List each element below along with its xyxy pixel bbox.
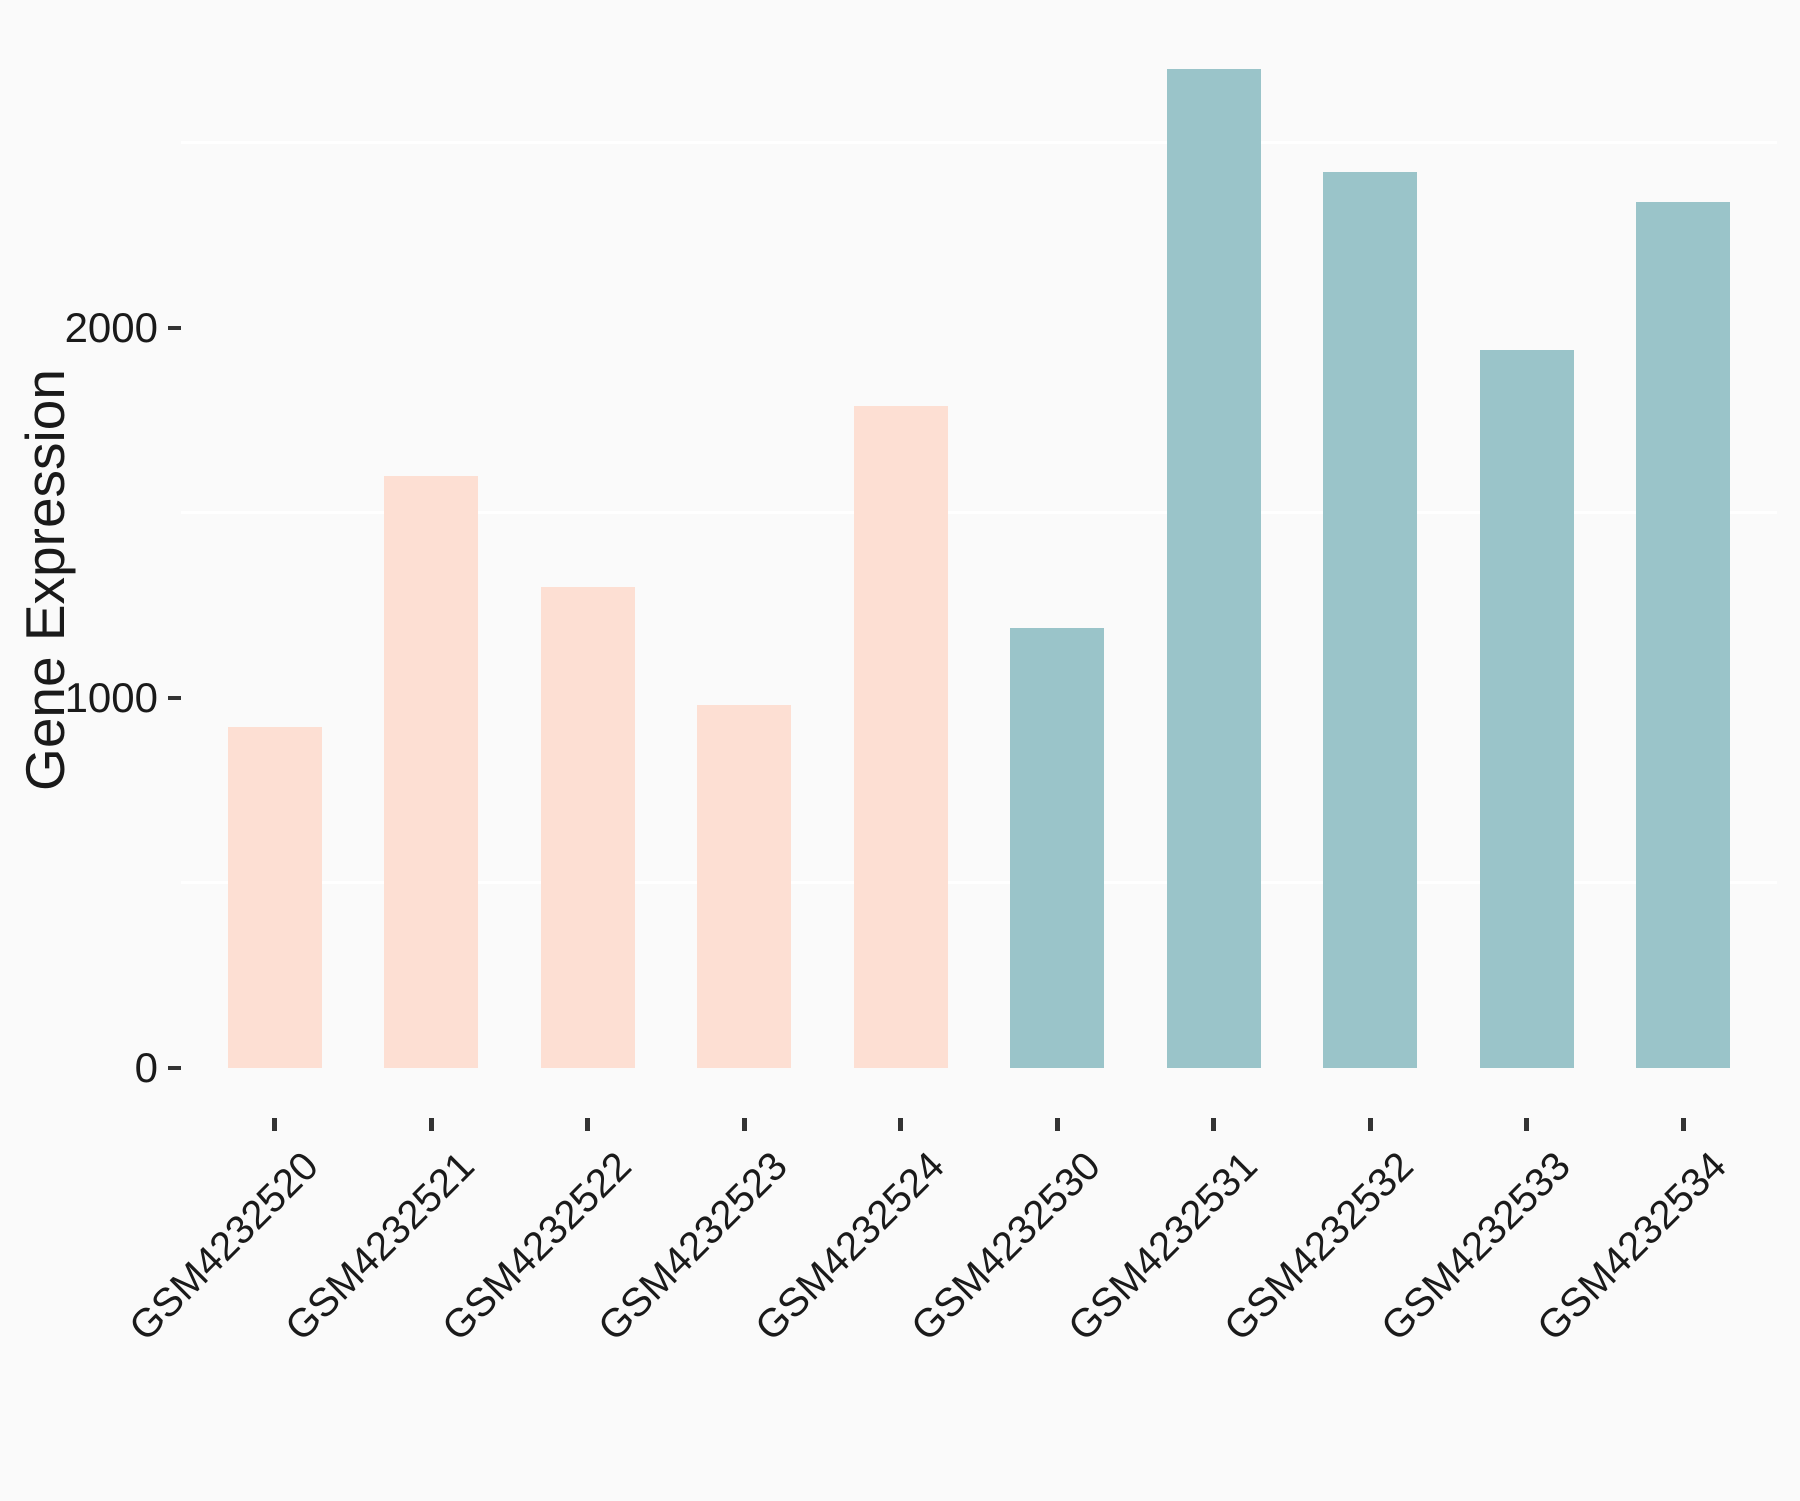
x-tick-mark [1680, 1118, 1686, 1131]
bar-GSM4232522 [540, 586, 635, 1068]
x-tick-mark [272, 1118, 278, 1131]
bar-GSM4232520 [227, 727, 322, 1068]
x-tick-mark [1211, 1118, 1217, 1131]
x-tick-mark [428, 1118, 434, 1131]
x-tick-mark [1524, 1118, 1530, 1131]
bar-GSM4232532 [1323, 172, 1418, 1068]
x-tick-mark [741, 1118, 747, 1131]
bar-GSM4232533 [1479, 350, 1574, 1068]
x-tick-mark [1054, 1118, 1060, 1131]
bar-GSM4232531 [1166, 68, 1261, 1068]
minor-gridline [181, 141, 1777, 145]
bar-GSM4232534 [1636, 202, 1731, 1068]
plot-panel [181, 0, 1777, 1116]
bar-GSM4232530 [1010, 627, 1105, 1068]
y-axis-title: Gene Expression [14, 369, 76, 791]
y-tick-mark [168, 695, 181, 700]
bar-GSM4232524 [853, 405, 948, 1068]
x-tick-mark [898, 1118, 904, 1131]
bar-GSM4232523 [697, 705, 792, 1068]
y-tick-mark [168, 1065, 181, 1070]
x-tick-mark [585, 1118, 591, 1131]
y-tick-label: 0 [134, 1043, 158, 1091]
y-tick-label: 1000 [64, 673, 158, 721]
y-tick-label: 2000 [64, 303, 158, 351]
minor-gridline [181, 881, 1777, 885]
minor-gridline [181, 511, 1777, 515]
bar-GSM4232521 [384, 475, 479, 1068]
y-tick-mark [168, 325, 181, 330]
x-tick-mark [1367, 1118, 1373, 1131]
bar-chart: Gene Expression 0 1000 2000 GSM4232520 GSM4… [14, 0, 1777, 1350]
